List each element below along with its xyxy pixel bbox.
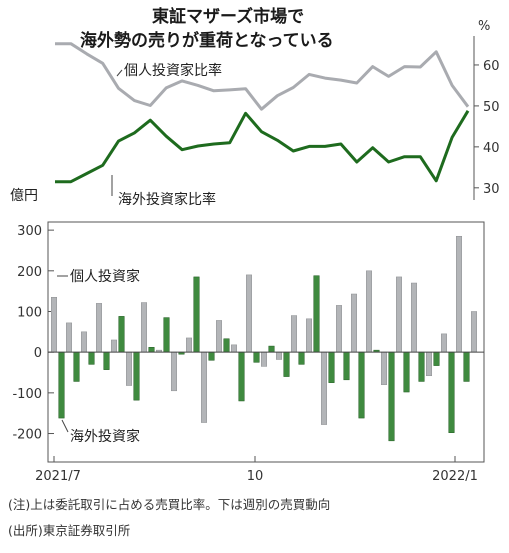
individual-bar — [351, 293, 357, 353]
series-line-1 — [55, 110, 470, 184]
right-axis-unit: % — [478, 19, 490, 34]
bar-y-tick-label: -100 — [12, 387, 42, 402]
individual-bar — [216, 320, 222, 353]
individual-bar — [396, 276, 402, 353]
individual-label-leader — [116, 69, 123, 77]
individual-bar — [66, 322, 72, 353]
foreign-bar — [313, 275, 320, 353]
individual-bar — [366, 270, 372, 353]
bar-y-tick-label: -200 — [12, 428, 42, 443]
foreign-bar — [358, 351, 365, 419]
foreign-bar — [388, 351, 395, 442]
foreign-bar — [418, 351, 425, 382]
source-text: (出所)東京証券取引所 — [8, 523, 131, 538]
bar-y-tick-label: 0 — [34, 346, 42, 361]
bar-y-tick-label: 300 — [17, 224, 42, 239]
bar-unit-label: 億円 — [10, 188, 38, 204]
individual-bar — [111, 339, 117, 353]
individual-bar — [336, 305, 342, 353]
foreign-bar — [268, 345, 275, 353]
bar-plot-frame — [47, 221, 485, 463]
individual-ratio-label: 個人投資家比率 — [124, 62, 222, 79]
bar-x-tick-label: 2021/7 — [35, 469, 81, 484]
individual-bar — [261, 351, 267, 367]
foreign-bar — [103, 351, 110, 370]
note-text: (注)上は委託取引に占める売買比率。下は週別の売買動向 — [8, 497, 331, 512]
chart-canvas: 東証マザーズ市場で 海外勢の売りが重荷となっている % 30 40 50 60 個人投資家… — [10, 6, 500, 484]
foreign-bar — [448, 351, 455, 433]
foreign-bar — [148, 347, 155, 353]
foreign-bar — [193, 276, 200, 353]
bar-y-tick-label: 200 — [17, 265, 42, 280]
foreign-bar — [163, 317, 170, 353]
bar-y-tick-label: 100 — [17, 305, 42, 320]
foreign-bar — [223, 338, 230, 353]
foreign-bar — [238, 351, 245, 402]
foreign-bar-label: 海外投資家 — [70, 428, 140, 445]
foreign-bar — [283, 351, 290, 377]
foreign-bar — [118, 316, 125, 353]
foreign-ratio-label: 海外投資家比率 — [118, 191, 216, 208]
individual-bar — [411, 282, 417, 353]
foreign-bar-leader — [61, 419, 69, 433]
bar-x-tick-label: 10 — [247, 469, 264, 484]
chart-title-line2: 海外勢の売りが重荷となっている — [80, 30, 334, 51]
bar-x-tick-label: 2022/1 — [432, 469, 478, 484]
foreign-bar — [463, 351, 470, 382]
right-axis-tick-label: 30 — [483, 182, 500, 197]
individual-bar — [246, 274, 252, 353]
individual-bar — [321, 351, 327, 425]
individual-bar-label: 個人投資家 — [70, 268, 140, 285]
individual-bar — [186, 337, 192, 353]
individual-bar — [441, 333, 447, 353]
foreign-bar — [343, 351, 350, 381]
series-line-0 — [55, 42, 470, 111]
chart-title-line1: 東証マザーズ市場で — [152, 6, 304, 27]
foreign-bar — [328, 351, 335, 383]
individual-bar — [456, 235, 462, 353]
foreign-bar — [433, 351, 440, 366]
individual-bar — [471, 311, 477, 353]
individual-bar — [126, 351, 132, 386]
individual-bar — [96, 303, 102, 353]
foreign-bar — [88, 351, 95, 365]
right-axis-tick-label: 50 — [483, 100, 500, 115]
individual-bar — [81, 331, 87, 353]
individual-bar — [276, 351, 282, 360]
individual-bar — [381, 351, 387, 385]
foreign-bar — [253, 351, 260, 363]
foreign-bar — [298, 351, 305, 365]
foreign-bar — [58, 351, 65, 419]
foreign-bar — [133, 351, 140, 401]
right-axis-tick-label: 60 — [483, 59, 500, 74]
individual-bar — [51, 297, 57, 353]
individual-bar — [306, 318, 312, 353]
individual-bar — [141, 302, 147, 353]
foreign-bar — [403, 351, 410, 393]
individual-bar — [231, 344, 237, 353]
individual-bar — [426, 351, 432, 377]
individual-bar — [171, 351, 177, 392]
individual-bar — [201, 351, 207, 423]
foreign-bar — [208, 351, 215, 361]
individual-bar — [291, 315, 297, 353]
right-axis-tick-label: 40 — [483, 141, 500, 156]
foreign-bar — [73, 351, 80, 382]
